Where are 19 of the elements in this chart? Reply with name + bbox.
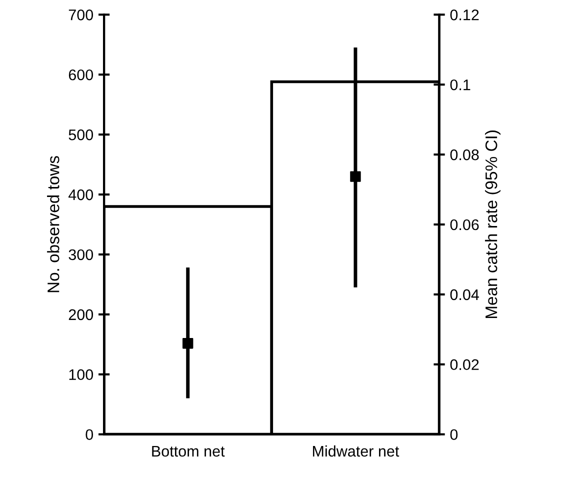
y2-tick-label: 0.08 xyxy=(450,149,479,160)
y-tick-label: 600 xyxy=(68,69,94,80)
y-axis-title: No. observed tows xyxy=(47,156,60,292)
y2-axis-title: Mean catch rate (95% CI) xyxy=(484,130,501,318)
y-tick-label: 100 xyxy=(69,369,94,380)
y-tick-label: 200 xyxy=(68,309,94,320)
y2-tick-label: 0.02 xyxy=(450,359,479,370)
y2-tick-label: 0 xyxy=(450,429,458,440)
x-tick-label: Bottom net xyxy=(152,446,225,457)
x-tick-label: Midwater net xyxy=(312,445,400,457)
y-tick-label: 0 xyxy=(86,429,94,440)
y2-tick-label: 0.1 xyxy=(450,79,470,90)
y-tick-label: 700 xyxy=(68,10,94,20)
y-tick-label: 300 xyxy=(68,249,94,260)
y-tick-label: 400 xyxy=(68,189,94,200)
y2-tick-label: 0.06 xyxy=(450,219,479,230)
y2-tick-label: 0.04 xyxy=(450,289,479,300)
y2-tick-label: 0.12 xyxy=(450,10,479,20)
y-tick-label: 500 xyxy=(68,129,94,140)
